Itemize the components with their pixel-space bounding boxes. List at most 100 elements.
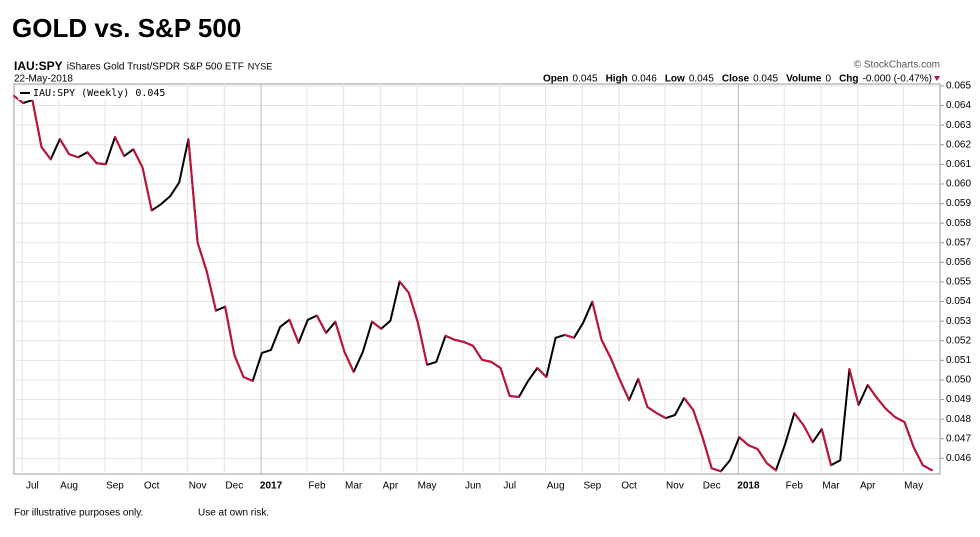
down-segment: [848, 367, 860, 407]
y-tick-label: 0.048: [946, 414, 971, 425]
down-segment: [637, 377, 649, 408]
down-segment: [132, 148, 144, 169]
x-tick-label: Sep: [106, 481, 124, 492]
down-segment: [692, 409, 704, 439]
y-tick-label: 0.055: [946, 277, 971, 288]
x-tick-label: Nov: [189, 481, 207, 492]
down-segment: [499, 366, 511, 397]
down-segment: [563, 333, 575, 339]
x-tick-label: Oct: [621, 481, 637, 492]
down-segment: [416, 321, 429, 366]
down-segment: [343, 350, 355, 373]
x-tick-label: May: [904, 481, 923, 492]
quote-value: 0.045: [689, 74, 714, 85]
down-segment: [196, 241, 208, 273]
down-segment: [187, 138, 199, 244]
down-segment: [618, 378, 631, 402]
down-segment: [820, 428, 833, 467]
down-segment: [600, 338, 612, 359]
down-segment: [921, 464, 933, 472]
down-segment: [453, 338, 465, 343]
down-segment: [756, 448, 768, 465]
x-tick-label: Oct: [144, 481, 160, 492]
down-segment: [398, 280, 410, 294]
x-tick-label: Jun: [465, 481, 481, 492]
down-segment: [912, 446, 924, 467]
down-segment: [536, 366, 548, 378]
y-tick-label: 0.064: [946, 100, 971, 111]
x-tick-label: Jul: [26, 481, 39, 492]
quote-value: 0.046: [632, 74, 657, 85]
quote-value: 0.045: [573, 74, 598, 85]
x-tick-label: Dec: [225, 481, 243, 492]
y-tick-label: 0.057: [946, 237, 971, 248]
quote-value: -0.000 (-0.47%): [863, 74, 932, 85]
x-tick-label: Feb: [308, 481, 326, 492]
chart-title: GOLD vs. S&P 500: [12, 13, 241, 43]
down-segment: [58, 138, 71, 156]
x-tick-label: Nov: [666, 481, 684, 492]
down-segment: [407, 291, 419, 324]
legend-label: IAU:SPY (Weekly) 0.045: [33, 88, 165, 99]
down-segment: [738, 436, 750, 447]
x-tick-label: Jul: [503, 481, 516, 492]
quote-label: Chg: [839, 74, 858, 85]
y-tick-label: 0.058: [946, 218, 971, 229]
y-tick-label: 0.053: [946, 316, 971, 327]
y-tick-label: 0.047: [946, 433, 971, 444]
y-tick-label: 0.061: [946, 159, 971, 170]
down-segment: [490, 360, 502, 369]
down-segment: [701, 436, 713, 470]
down-segment: [113, 136, 126, 158]
down-segment: [40, 146, 52, 161]
price-line: [13, 95, 933, 473]
x-tick-label: Aug: [60, 481, 78, 492]
y-tick-label: 0.059: [946, 198, 971, 209]
down-segment: [444, 334, 456, 341]
down-segment: [508, 395, 520, 398]
y-tick-label: 0.052: [946, 335, 971, 346]
symbol: IAU:SPY: [14, 59, 63, 73]
x-tick-label: 2018: [737, 481, 760, 492]
down-segment: [866, 384, 878, 399]
x-tick-label: Mar: [345, 481, 363, 492]
quote-label: Low: [665, 74, 685, 85]
quote-bar: -0.000 (-0.47%) Chg 0 Volume 0.045 Close 0.045…: [543, 74, 932, 85]
down-segment: [224, 305, 236, 356]
down-segment: [334, 320, 346, 353]
x-tick-label: Dec: [703, 481, 721, 492]
down-segment: [802, 424, 814, 444]
down-arrow: [934, 76, 940, 81]
down-segment: [646, 405, 658, 415]
security-name: iShares Gold Trust/SPDR S&P 500 ETF: [67, 62, 244, 73]
down-segment: [793, 412, 805, 427]
date: 22-May-2018: [14, 74, 73, 85]
down-segment: [765, 462, 777, 472]
down-segment: [233, 353, 245, 378]
quote-label: Close: [722, 74, 750, 85]
down-segment: [68, 153, 80, 159]
y-tick-label: 0.054: [946, 296, 971, 307]
y-tick-label: 0.049: [946, 394, 971, 405]
exchange: NYSE: [248, 61, 273, 71]
down-segment: [86, 151, 98, 165]
y-tick-label: 0.063: [946, 120, 971, 131]
down-segment: [371, 320, 383, 330]
quote-label: Volume: [786, 74, 822, 85]
down-segment: [141, 166, 153, 212]
x-tick-label: 2017: [260, 481, 283, 492]
down-segment: [472, 344, 484, 361]
down-segment: [95, 162, 107, 166]
y-tick-label: 0.060: [946, 179, 971, 190]
down-segment: [481, 358, 493, 363]
quote-value: 0: [826, 74, 832, 85]
legend-box: [18, 86, 168, 100]
down-segment: [315, 314, 328, 334]
y-tick-label: 0.056: [946, 257, 971, 268]
quote-label: High: [606, 74, 628, 85]
y-tick-label: 0.062: [946, 139, 971, 150]
down-segment: [591, 300, 603, 341]
x-tick-label: Apr: [860, 481, 876, 492]
